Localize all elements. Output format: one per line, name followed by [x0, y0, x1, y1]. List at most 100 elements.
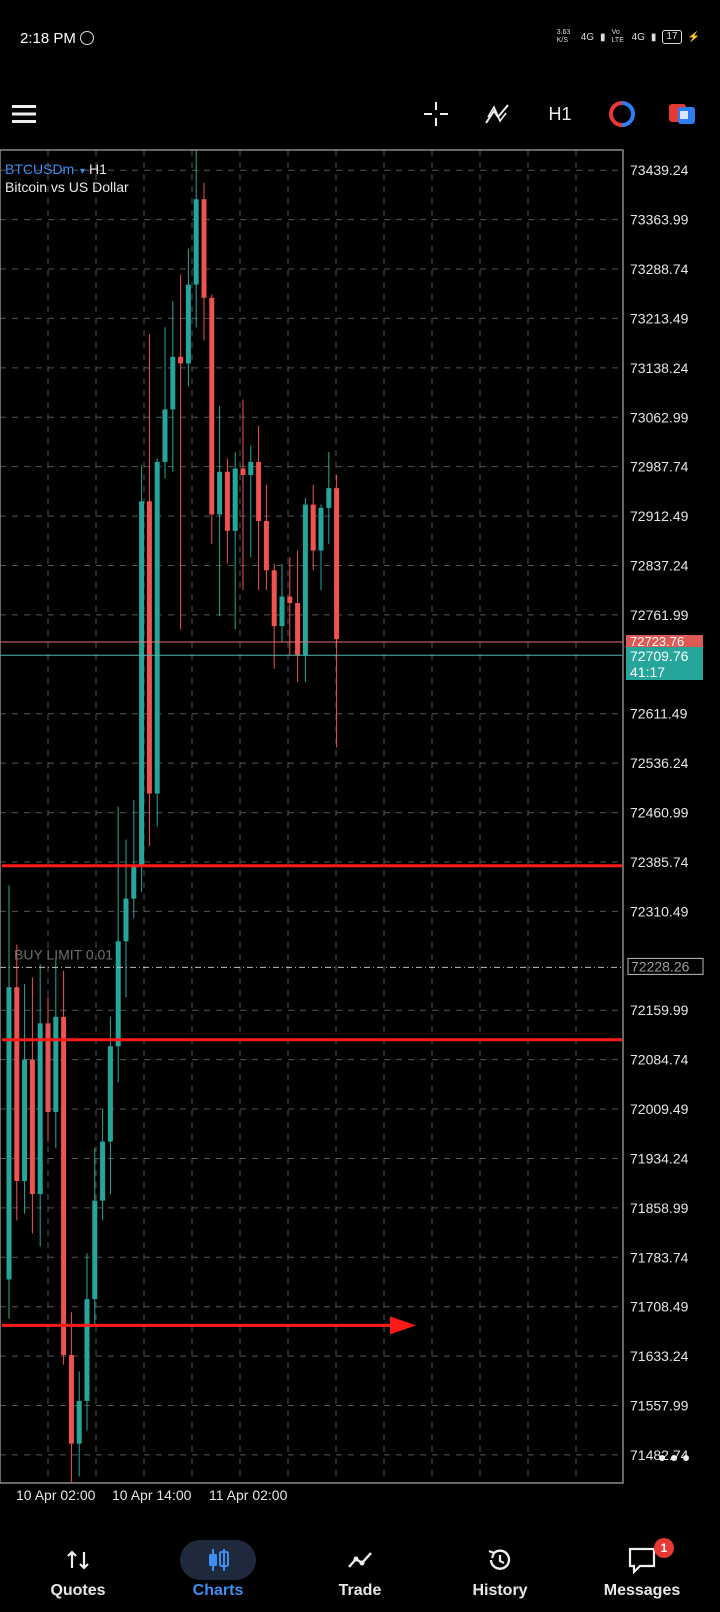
chart-timeframe: H1: [89, 161, 107, 177]
price-tick-label: 72009.49: [630, 1101, 689, 1117]
candle-bull: [107, 1046, 113, 1142]
candle-bear: [45, 1023, 51, 1112]
more-horizontal-icon-dot: [683, 1455, 689, 1461]
price-tick-label: 71858.99: [630, 1200, 689, 1216]
volte-label: Vo LTE: [611, 29, 624, 44]
price-tick-label: 71934.24: [630, 1150, 689, 1166]
order-price-box: [627, 957, 704, 975]
time-tick-label: 11 Apr 02:00: [209, 1487, 288, 1503]
candle-bear: [295, 603, 301, 656]
history-clock-icon: [488, 1549, 511, 1570]
candle-bear: [201, 199, 207, 298]
price-tick-label: 73138.24: [630, 360, 689, 376]
time-axis: 10 Apr 02:00 10 Apr 14:00 11 Apr 02:00: [16, 1487, 288, 1503]
price-tick-label: 72761.99: [630, 607, 689, 623]
candle-bear: [287, 596, 293, 604]
candle-bull: [302, 504, 308, 656]
menu-button[interactable]: [2, 92, 46, 136]
candles-layer: [6, 150, 340, 1483]
ask-price-label: 72709.76: [630, 648, 689, 664]
candle-bull: [76, 1400, 82, 1444]
crosshair-icon: [424, 102, 448, 126]
candle-bull: [53, 1016, 59, 1112]
status-bar: 2:18 PM 3.63 K/S 4G ▮ Vo LTE 4G ▮ 17 ⚡: [0, 0, 720, 80]
candle-bear: [240, 468, 246, 476]
trading-circle-icon: [609, 101, 635, 127]
candle-bull: [193, 199, 199, 285]
account-switch-icon: [669, 104, 695, 124]
tab-messages[interactable]: 1 Messages: [570, 1520, 714, 1612]
price-tick-label: 72084.74: [630, 1052, 689, 1068]
chart-grid: [0, 150, 623, 1483]
indicators-icon: [485, 104, 509, 124]
price-tick-label: 73213.49: [630, 310, 689, 326]
price-tick-label: 72611.49: [630, 706, 688, 722]
price-tick-label: 71482.74: [630, 1447, 689, 1463]
price-tick-label: 71708.49: [630, 1299, 689, 1315]
time-tick-label: 10 Apr 14:00: [112, 1487, 192, 1503]
candle-bull: [279, 596, 285, 627]
candle-bear: [263, 521, 269, 571]
more-horizontal-icon-dot: [671, 1455, 677, 1461]
whatsapp-icon: [80, 31, 94, 45]
tab-trade-label: Trade: [338, 1582, 382, 1599]
more-button[interactable]: [659, 1455, 689, 1461]
candle-bull: [123, 898, 129, 942]
price-tick-label: 73439.24: [630, 162, 689, 178]
candle-bear: [29, 1059, 35, 1195]
candle-bear: [310, 504, 316, 551]
candle-bull: [84, 1299, 90, 1401]
hamburger-menu-icon: [12, 105, 36, 123]
candle-bull: [22, 1059, 28, 1181]
battery-level: 17: [662, 30, 682, 44]
messages-badge: 1: [654, 1538, 674, 1558]
tab-history[interactable]: History: [428, 1520, 572, 1612]
candle-bull: [131, 865, 137, 899]
bid-price-box: [626, 635, 703, 648]
arrow-head-icon: [390, 1316, 416, 1335]
tab-quotes[interactable]: Quotes: [6, 1520, 150, 1612]
tab-trade[interactable]: Trade: [288, 1520, 432, 1612]
trade-line-icon: [348, 1552, 372, 1568]
chart-area[interactable]: 72723.76 72709.76 41:17 BUY LIMIT 0.01 72228…: [0, 0, 720, 1520]
network-speed: 3.63 K/S: [556, 29, 571, 44]
candle-bear: [178, 356, 184, 364]
price-tick-label: 72385.74: [630, 854, 689, 870]
candle-bull: [318, 507, 324, 551]
indicators-button[interactable]: [476, 92, 520, 136]
one-click-trading-button[interactable]: [600, 92, 644, 136]
status-time: 2:18 PM: [20, 30, 76, 47]
bar-countdown-label: 41:17: [630, 664, 665, 680]
signal-icon: ▮: [600, 31, 606, 43]
tab-charts[interactable]: Charts: [146, 1520, 290, 1612]
status-indicators: 3.63 K/S 4G ▮ Vo LTE 4G ▮ 17 ⚡: [557, 29, 700, 45]
symbol-dropdown-icon[interactable]: ▾: [80, 166, 85, 177]
candle-bull: [248, 461, 254, 476]
bid-price-label: 72723.76: [630, 634, 684, 649]
candle-bear: [68, 1354, 74, 1444]
price-tick-label: 72987.74: [630, 459, 689, 475]
account-switch-button[interactable]: [660, 92, 704, 136]
messages-chat-icon: [628, 1547, 656, 1574]
chart-frame: [0, 149, 624, 1484]
candle-bear: [334, 488, 340, 640]
tab-quotes-label: Quotes: [50, 1582, 106, 1599]
candlestick-icon: [209, 1549, 229, 1571]
candle-bear: [146, 501, 152, 794]
tab-messages-label: Messages: [603, 1582, 681, 1599]
ask-price-box: [626, 647, 703, 681]
symbol-name[interactable]: BTCUSDm: [5, 161, 74, 177]
chart-toolbar: H1: [0, 80, 720, 150]
tab-charts-label: Charts: [192, 1582, 244, 1599]
candle-bull: [37, 1023, 43, 1195]
crosshair-button[interactable]: [414, 92, 458, 136]
candle-bull: [185, 284, 191, 364]
candle-bull: [217, 471, 223, 515]
buy-limit-label: BUY LIMIT 0.01: [14, 946, 113, 962]
candle-bull: [154, 461, 160, 794]
candle-bear: [14, 987, 20, 1181]
candle-bull: [139, 501, 145, 866]
timeframe-button[interactable]: H1: [538, 92, 582, 136]
